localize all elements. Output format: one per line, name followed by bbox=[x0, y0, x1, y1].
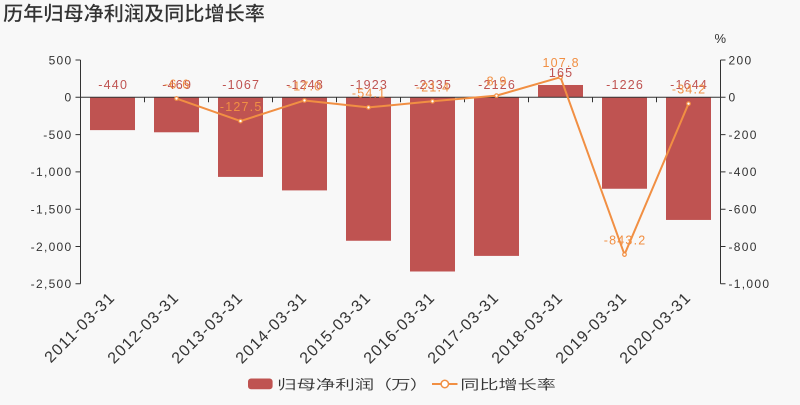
svg-text:-1226: -1226 bbox=[606, 78, 644, 92]
svg-text:-200: -200 bbox=[729, 128, 758, 142]
svg-text:-2126: -2126 bbox=[478, 78, 516, 92]
svg-text:500: 500 bbox=[49, 53, 73, 67]
svg-text:-1067: -1067 bbox=[222, 78, 260, 92]
svg-text:-17.0: -17.0 bbox=[288, 79, 323, 93]
svg-text:%: % bbox=[715, 31, 727, 46]
svg-text:-1,000: -1,000 bbox=[31, 165, 73, 179]
svg-text:-400: -400 bbox=[729, 165, 758, 179]
svg-text:-1248: -1248 bbox=[286, 78, 324, 92]
svg-text:-800: -800 bbox=[729, 240, 758, 254]
svg-text:0: 0 bbox=[65, 91, 73, 105]
svg-text:-2,000: -2,000 bbox=[31, 240, 73, 254]
svg-text:107.8: 107.8 bbox=[542, 56, 579, 70]
svg-text:200: 200 bbox=[729, 53, 753, 67]
svg-text:-21.4: -21.4 bbox=[416, 80, 451, 94]
svg-text:-1923: -1923 bbox=[350, 78, 388, 92]
svg-text:8.9: 8.9 bbox=[487, 75, 508, 89]
svg-text:-54.1: -54.1 bbox=[352, 86, 387, 100]
svg-text:165: 165 bbox=[549, 66, 573, 80]
svg-text:-34.2: -34.2 bbox=[672, 83, 707, 97]
svg-text:-6.6: -6.6 bbox=[164, 78, 190, 92]
svg-text:-1,000: -1,000 bbox=[729, 277, 771, 291]
svg-text:0: 0 bbox=[729, 91, 737, 105]
svg-text:-600: -600 bbox=[729, 203, 758, 217]
svg-text:-469: -469 bbox=[162, 78, 192, 92]
svg-text:-843.2: -843.2 bbox=[604, 234, 647, 248]
svg-text:-2335: -2335 bbox=[414, 78, 452, 92]
svg-text:-1644: -1644 bbox=[670, 78, 708, 92]
svg-text:-1,500: -1,500 bbox=[31, 203, 73, 217]
svg-text:-500: -500 bbox=[43, 128, 72, 142]
svg-text:-127.5: -127.5 bbox=[220, 100, 263, 114]
svg-text:-440: -440 bbox=[98, 78, 128, 92]
svg-text:-2,500: -2,500 bbox=[31, 277, 73, 291]
